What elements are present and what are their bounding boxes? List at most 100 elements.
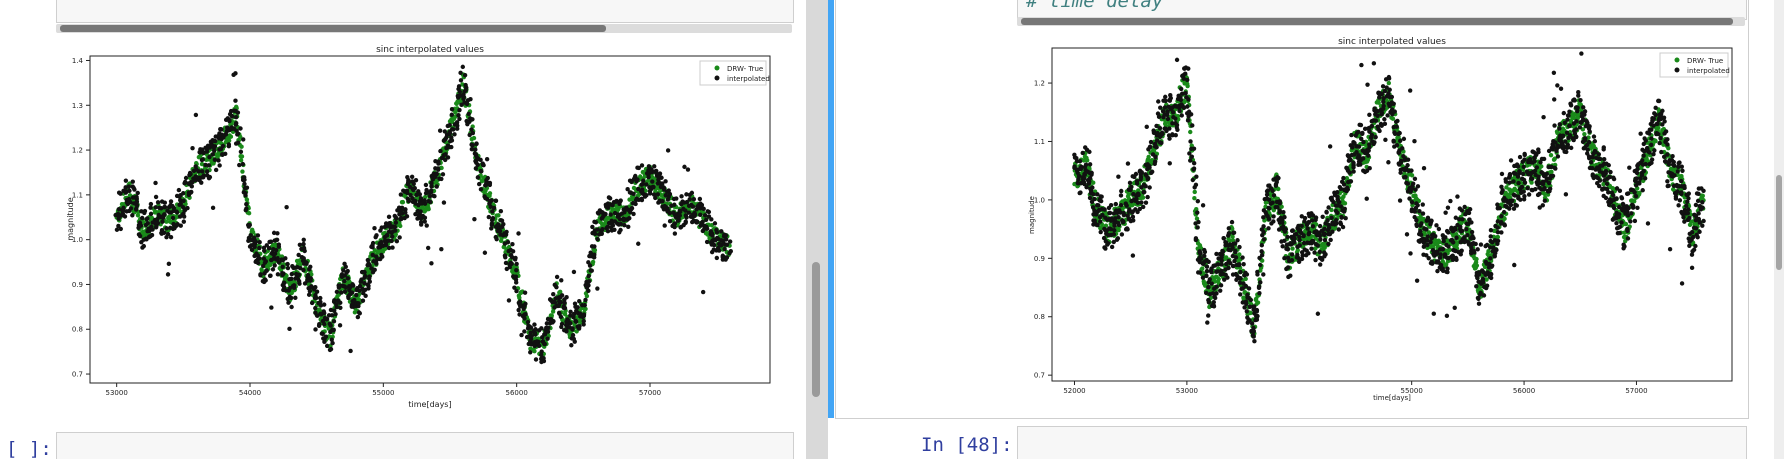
- data-point-interpolated: [1205, 320, 1210, 325]
- data-point-interpolated: [1237, 280, 1243, 286]
- data-point-interpolated: [539, 352, 544, 358]
- data-point-interpolated: [517, 312, 522, 317]
- scrollbar-thumb[interactable]: [60, 25, 606, 32]
- data-point-interpolated: [419, 201, 425, 206]
- pane-divider[interactable]: [806, 0, 828, 459]
- legend: DRW- True interpolated: [699, 60, 770, 86]
- data-point-interpolated: [1111, 239, 1116, 245]
- data-point-interpolated: [373, 259, 379, 264]
- data-point-interpolated: [1197, 250, 1202, 255]
- data-point-interpolated: [267, 239, 272, 245]
- y-tick-label: 0.8: [72, 326, 83, 334]
- data-point-interpolated: [387, 222, 392, 227]
- data-point-interpolated: [443, 152, 448, 157]
- data-point-interpolated: [409, 174, 415, 179]
- data-point-interpolated: [544, 321, 550, 326]
- data-point-interpolated: [1219, 255, 1224, 260]
- data-point-interpolated: [684, 199, 690, 205]
- data-point-interpolated: [533, 357, 539, 362]
- data-point-interpolated: [665, 148, 671, 153]
- data-point-interpolated: [490, 215, 496, 221]
- data-point-interpolated: [410, 195, 415, 201]
- data-point-interpolated: [648, 191, 653, 196]
- data-point-interpolated: [1257, 290, 1262, 296]
- data-point-interpolated: [514, 288, 519, 294]
- data-point-interpolated: [1088, 188, 1094, 193]
- data-point-interpolated: [709, 217, 714, 222]
- data-point-true: [1653, 138, 1658, 144]
- data-point-interpolated: [246, 238, 251, 243]
- data-point-interpolated: [329, 337, 334, 342]
- scrollbar-thumb[interactable]: [1021, 18, 1733, 25]
- data-point-interpolated: [424, 187, 429, 193]
- data-point-interpolated: [243, 207, 248, 213]
- data-point-interpolated: [160, 219, 165, 224]
- data-point-interpolated: [539, 326, 544, 331]
- data-point-interpolated: [551, 319, 556, 324]
- data-point-interpolated: [1185, 118, 1191, 123]
- data-point-interpolated: [275, 272, 281, 277]
- data-point-interpolated: [457, 107, 462, 113]
- data-point-interpolated: [411, 181, 416, 187]
- data-point-interpolated: [1160, 131, 1165, 137]
- horizontal-scrollbar[interactable]: [56, 24, 792, 33]
- data-point-interpolated: [1258, 262, 1263, 268]
- data-point-true: [1545, 192, 1551, 197]
- data-point-interpolated: [212, 157, 218, 163]
- data-point-interpolated: [439, 176, 444, 182]
- data-point-interpolated: [612, 227, 617, 232]
- data-point-true: [1549, 169, 1554, 175]
- data-point-interpolated: [287, 326, 292, 332]
- data-point-interpolated: [485, 175, 490, 181]
- data-point-interpolated: [398, 216, 404, 222]
- code-input-area[interactable]: [56, 0, 794, 23]
- horizontal-scrollbar[interactable]: [1017, 17, 1745, 26]
- data-point-interpolated: [362, 287, 368, 292]
- data-point-interpolated: [1173, 133, 1178, 138]
- data-point-interpolated: [229, 114, 235, 119]
- data-point-interpolated: [313, 327, 318, 332]
- data-point-interpolated: [1092, 196, 1097, 202]
- data-point-true: [1140, 195, 1146, 200]
- data-point-interpolated: [1233, 255, 1239, 260]
- data-point-interpolated: [366, 261, 371, 266]
- data-point-true: [1447, 247, 1453, 253]
- data-point-true: [1700, 193, 1705, 199]
- data-point-interpolated: [333, 311, 338, 317]
- data-point-interpolated: [314, 289, 320, 294]
- data-point-interpolated: [122, 214, 128, 219]
- data-point-interpolated: [1218, 283, 1224, 288]
- data-point-interpolated: [165, 272, 171, 277]
- data-point-interpolated: [403, 210, 408, 215]
- data-point-interpolated: [470, 117, 475, 122]
- data-point-interpolated: [201, 150, 206, 156]
- data-point-interpolated: [1243, 283, 1249, 289]
- left-pane-scrollbar-thumb[interactable]: [812, 262, 820, 397]
- data-point-interpolated: [1202, 253, 1207, 259]
- data-point-interpolated: [627, 190, 633, 195]
- data-point-interpolated: [148, 205, 153, 210]
- data-point-interpolated: [1107, 210, 1112, 216]
- data-point-interpolated: [678, 209, 683, 214]
- data-point-interpolated: [1116, 222, 1122, 228]
- data-point-interpolated: [1261, 229, 1266, 235]
- data-point-interpolated: [207, 154, 212, 160]
- data-point-interpolated: [479, 169, 484, 174]
- data-point-true: [1255, 300, 1261, 305]
- data-point-interpolated: [280, 264, 285, 270]
- data-point-interpolated: [493, 198, 498, 203]
- data-point-interpolated: [363, 293, 368, 298]
- data-point-interpolated: [1252, 339, 1257, 344]
- data-point-interpolated: [1215, 269, 1221, 274]
- data-point-interpolated: [346, 295, 351, 301]
- empty-code-cell[interactable]: [56, 432, 794, 459]
- data-point-interpolated: [514, 261, 519, 267]
- data-point-interpolated: [370, 240, 376, 246]
- data-point-interpolated: [217, 163, 222, 168]
- data-point-interpolated: [667, 219, 673, 224]
- data-point-interpolated: [257, 245, 262, 251]
- data-point-interpolated: [1248, 297, 1254, 303]
- data-point-interpolated: [362, 281, 367, 286]
- data-point-true: [1666, 146, 1671, 151]
- data-point-true: [1329, 207, 1334, 213]
